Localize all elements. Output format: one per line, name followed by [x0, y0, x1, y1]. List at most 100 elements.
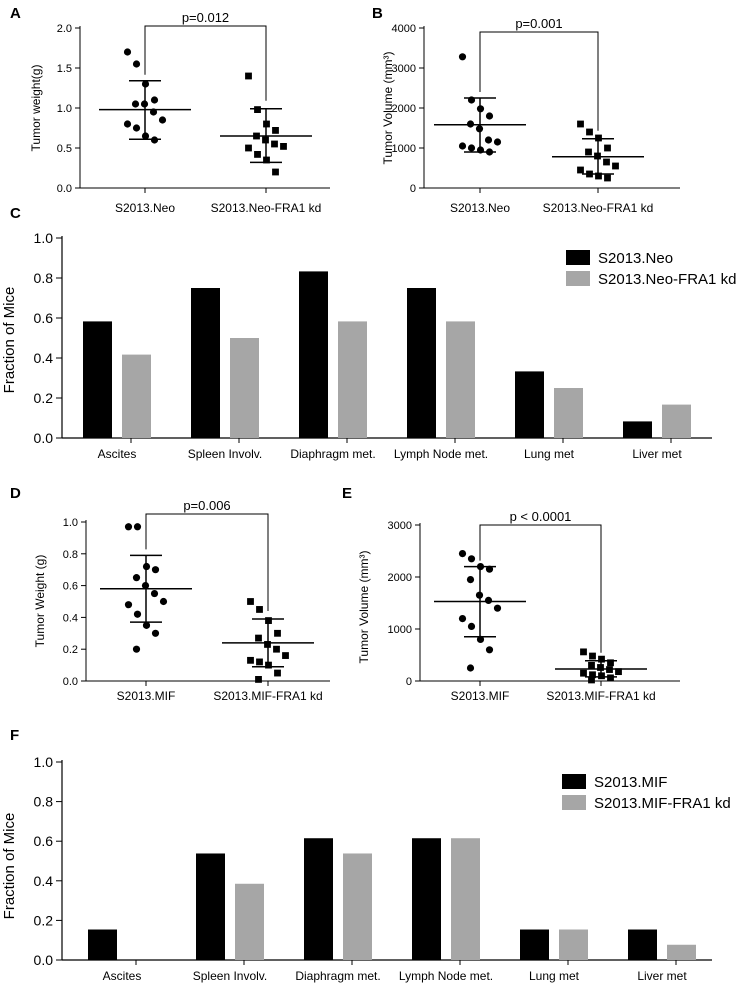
panel-d-y-tick-label: 0.4: [63, 612, 78, 624]
panel-c-category-label: Lung met: [524, 447, 575, 461]
panel-a-data-point: [272, 127, 279, 134]
panel-e-category-label: S2013.MIF: [451, 689, 510, 703]
panel-a-y-tick-label: 0.0: [57, 183, 72, 195]
panel-e-y-axis-title: Tumor Volume (mm³): [357, 551, 371, 664]
panel-f-legend-swatch: [562, 774, 586, 789]
panel-d: D Tumor Weight (g) S2013.MIF S2013.MIF-F…: [10, 485, 330, 703]
panel-a-data-point: [158, 116, 167, 124]
panel-a-data-point: [132, 124, 141, 132]
panel-c-legend-swatch: [566, 271, 590, 286]
panel-b-p-value: p=0.001: [515, 16, 562, 31]
panel-a: A Tumor weight(g) S2013.Neo S2013.Neo-FR…: [10, 5, 330, 215]
panel-c-legend-label: S2013.Neo-FRA1 kd: [598, 271, 736, 288]
panel-e: E Tumor Volume (mm³) S2013.MIF S2013.MIF…: [342, 485, 680, 703]
panel-f-category-label: Liver met: [637, 969, 687, 983]
panel-f-category-label: Ascites: [103, 969, 142, 983]
panel-a-y-tick-label: 1.0: [57, 103, 72, 115]
panel-d-data-point: [132, 645, 141, 653]
panel-a-data-point: [150, 136, 159, 144]
panel-f-label: F: [10, 727, 19, 744]
panel-c-y-axis-title: Fraction of Mice: [1, 287, 18, 394]
panel-c-category-label: Ascites: [98, 447, 137, 461]
panel-c-y-tick-label: 0.6: [34, 310, 54, 326]
panel-a-y-tick-label: 2.0: [57, 23, 72, 35]
panel-e-y-tick-label: 2000: [388, 572, 412, 584]
panel-b-data-point: [585, 148, 592, 156]
panel-b-data-point: [493, 138, 502, 146]
panel-d-data-point: [247, 656, 254, 664]
panel-f-y-tick-label: 0.8: [34, 794, 54, 810]
panel-c-y-tick-label: 0.8: [34, 270, 54, 286]
panel-d-data-point: [151, 629, 160, 637]
panel-f-bar: [235, 883, 264, 960]
panel-d-significance-bracket: [145, 513, 269, 611]
panel-a-p-value: p=0.012: [182, 10, 229, 25]
panel-f-category-label: Diaphragm met.: [295, 969, 380, 983]
panel-a-data-point: [245, 72, 252, 80]
panel-d-data-point: [256, 606, 263, 613]
panel-b-data-point: [604, 174, 611, 182]
panel-e-data-point: [615, 668, 622, 676]
panel-e-data-point: [458, 615, 467, 623]
panel-d-data-point: [255, 676, 262, 683]
panel-d-data-point: [124, 523, 133, 531]
panel-e-data-point: [607, 674, 614, 682]
panel-f-bar: [196, 853, 225, 960]
panel-f-bar: [628, 929, 657, 960]
panel-c-bar: [446, 321, 475, 438]
panel-c-y-tick-label: 0.2: [34, 390, 54, 406]
panel-b: B Tumor Volume (mm³) S2013.Neo S2013.Neo…: [372, 5, 680, 215]
panel-a-category-label: S2013.Neo-FRA1 kd: [211, 201, 322, 215]
panel-a-data-point: [271, 140, 278, 148]
panel-c-y-tick-label: 0.4: [34, 350, 54, 366]
panel-e-data-point: [467, 622, 476, 631]
panel-e-data-point: [493, 604, 502, 612]
panel-d-data-point: [132, 574, 141, 582]
panel-d-data-point: [133, 610, 142, 618]
panel-e-significance-bracket: [479, 524, 602, 653]
panel-b-data-point: [604, 144, 611, 152]
panel-b-data-point: [595, 172, 602, 180]
panel-f-legend-label: S2013.MIF: [594, 774, 667, 791]
panel-a-y-tick-label: 1.5: [57, 63, 72, 75]
panel-e-data-point: [466, 664, 475, 672]
panel-c-category-label: Diaphragm met.: [290, 447, 375, 461]
panel-b-y-tick-label: 4000: [392, 23, 416, 35]
panel-c-y-tick-label: 0.0: [34, 430, 54, 446]
panel-e-y-tick-label: 1000: [388, 624, 412, 636]
panel-d-data-point: [273, 645, 280, 653]
panel-d-data-point: [282, 652, 289, 659]
panel-d-y-tick-label: 0.8: [63, 549, 78, 561]
panel-d-data-point: [142, 621, 151, 629]
panel-c-bar: [554, 388, 583, 438]
panel-f-bar: [304, 838, 333, 960]
panel-f-bar: [451, 838, 480, 960]
panel-f-bar: [520, 929, 549, 960]
panel-d-data-point: [255, 634, 262, 642]
panel-e-data-point: [485, 646, 494, 654]
panel-d-y-tick-label: 1.0: [63, 517, 78, 529]
panel-c-bar: [191, 288, 220, 438]
panel-e-label: E: [342, 485, 352, 502]
panel-e-data-point: [580, 648, 587, 656]
panel-b-y-tick-label: 2000: [392, 103, 416, 115]
panel-e-data-point: [476, 635, 485, 644]
panel-c-legend-swatch: [566, 250, 590, 265]
panel-a-data-point: [123, 120, 132, 128]
panel-c-category-label: Liver met: [632, 447, 682, 461]
panel-b-y-tick-label: 3000: [392, 63, 416, 75]
panel-d-data-point: [124, 601, 133, 609]
panel-b-data-point: [577, 166, 584, 174]
panel-c-bar: [515, 371, 544, 438]
panel-d-data-point: [274, 669, 281, 677]
panel-e-data-point: [485, 565, 494, 573]
panel-f-y-axis-title: Fraction of Mice: [1, 813, 18, 920]
panel-e-data-point: [598, 655, 605, 663]
panel-f-y-tick-label: 1.0: [34, 754, 54, 770]
panel-d-y-axis-title: Tumor Weight (g): [33, 555, 47, 648]
panel-b-data-point: [485, 112, 494, 120]
panel-e-data-point: [589, 671, 596, 679]
panel-f-y-tick-label: 0.4: [34, 873, 54, 889]
panel-d-data-point: [247, 598, 254, 605]
panel-e-y-tick-label: 0: [406, 676, 412, 688]
